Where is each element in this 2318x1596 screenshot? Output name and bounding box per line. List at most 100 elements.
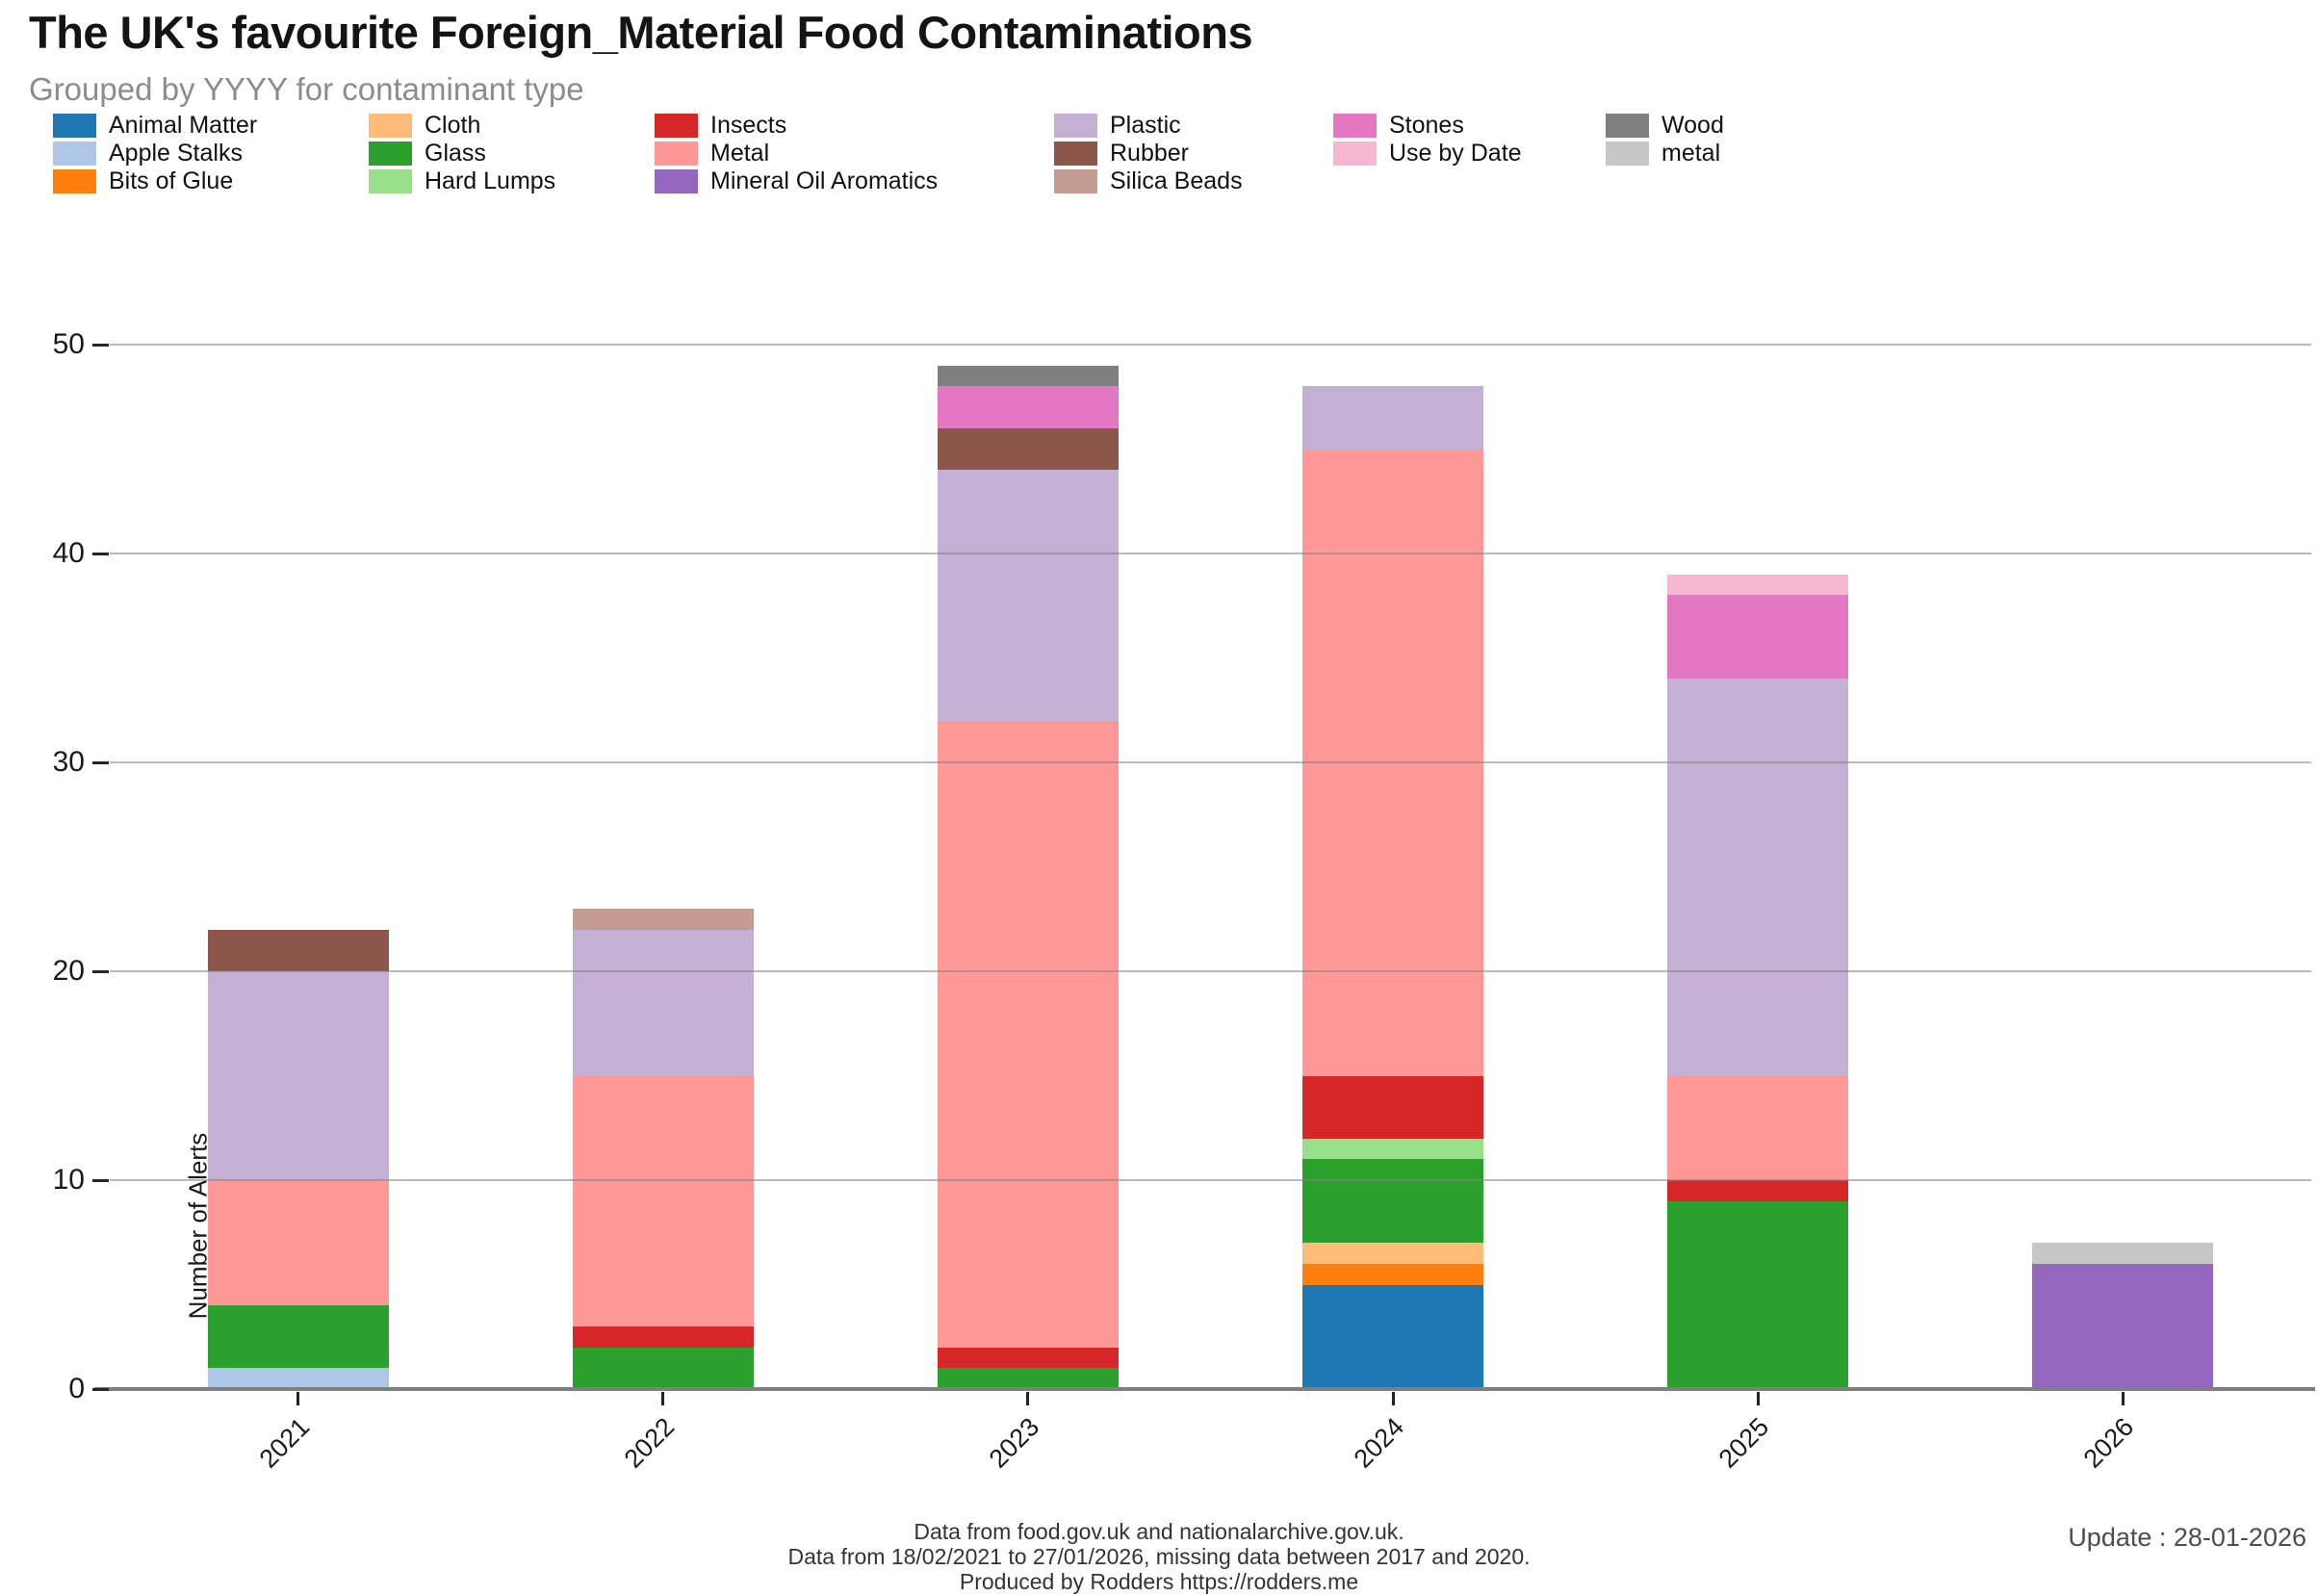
bar-segment-2024-hard-lumps xyxy=(1302,1138,1483,1160)
chart-subtitle: Grouped by YYYY for contaminant type xyxy=(29,71,584,107)
legend-column: Insects Metal Mineral Oil Aromatics xyxy=(655,112,938,195)
update-date: Update : 28-01-2026 xyxy=(2068,1523,2306,1552)
x-tick-label-2023: 2023 xyxy=(983,1412,1045,1474)
legend-swatch xyxy=(1333,114,1377,138)
bar-segment-2023-stones xyxy=(938,386,1119,428)
legend-label: Hard Lumps xyxy=(425,167,556,194)
legend-label: Stones xyxy=(1389,112,1464,139)
y-tick-mark xyxy=(92,552,109,555)
bar-segment-2021-plastic xyxy=(208,971,389,1180)
bar-segment-2025-stones xyxy=(1667,595,1848,680)
bar-segment-2025-plastic xyxy=(1667,679,1848,1076)
chart-title: The UK's favourite Foreign_Material Food… xyxy=(29,7,1253,58)
legend-item-wood: Wood xyxy=(1606,112,1724,140)
footer-range-line: Data from 18/02/2021 to 27/01/2026, miss… xyxy=(787,1544,1531,1569)
x-tick-mark xyxy=(1391,1392,1395,1405)
y-tick-label: 40 xyxy=(52,537,85,569)
bar-segment-2025-glass xyxy=(1667,1200,1848,1389)
bar-segment-2023-rubber xyxy=(938,427,1119,471)
bar-segment-2021-rubber xyxy=(208,929,389,971)
legend-swatch xyxy=(369,142,412,166)
x-tick-label-2024: 2024 xyxy=(1348,1412,1410,1474)
footer-source-line: Data from food.gov.uk and nationalarchiv… xyxy=(914,1519,1404,1544)
legend-item-cloth: Cloth xyxy=(369,112,555,140)
legend-swatch xyxy=(655,114,698,138)
legend-column: Animal Matter Apple Stalks Bits of Glue xyxy=(53,112,257,195)
bar-segment-2023-metal xyxy=(938,720,1119,1348)
x-tick-label-2021: 2021 xyxy=(253,1412,315,1474)
bar-segment-2024-bits-of-glue xyxy=(1302,1263,1483,1285)
gridline-50 xyxy=(110,344,2311,346)
legend: Animal Matter Apple Stalks Bits of Glue Clo… xyxy=(53,112,2267,203)
footer-credit-line: Produced by Rodders https://rodders.me xyxy=(959,1569,1359,1594)
gridline-30 xyxy=(110,761,2311,763)
y-tick-mark xyxy=(92,969,109,973)
x-tick-mark xyxy=(661,1392,665,1405)
legend-label: Use by Date xyxy=(1389,140,1522,167)
bar-segment-2023-wood xyxy=(938,365,1119,387)
legend-item-rubber: Rubber xyxy=(1054,140,1243,167)
legend-label: Mineral Oil Aromatics xyxy=(710,167,939,194)
legend-label: Apple Stalks xyxy=(109,140,243,167)
legend-swatch xyxy=(53,142,96,166)
plot-area: Number of Alerts 0 10 20 30 40 50 2021 2022 2023… xyxy=(53,330,2315,1474)
bar-segment-2021-apple-stalks xyxy=(208,1368,389,1389)
legend-item-stones: Stones xyxy=(1333,112,1522,140)
bar-segment-2022-insects xyxy=(573,1326,754,1348)
legend-item-animal-matter: Animal Matter xyxy=(53,112,257,140)
legend-column: Cloth Glass Hard Lumps xyxy=(369,112,555,195)
legend-swatch xyxy=(369,114,412,138)
legend-item-metal: Metal xyxy=(655,140,938,167)
legend-swatch xyxy=(369,169,412,193)
y-tick-label: 30 xyxy=(52,746,85,778)
legend-item-bits-of-glue: Bits of Glue xyxy=(53,167,257,195)
legend-swatch xyxy=(53,169,96,193)
bar-segment-2026-mineral-oil-aromatics xyxy=(2032,1263,2213,1389)
legend-label: Bits of Glue xyxy=(109,167,234,194)
bar-segment-2023-plastic xyxy=(938,470,1119,721)
bar-segment-2023-insects xyxy=(938,1347,1119,1369)
x-tick-mark xyxy=(1026,1392,1030,1405)
gridline-20 xyxy=(110,970,2311,972)
bar-segment-2021-metal xyxy=(208,1180,389,1306)
y-tick-mark xyxy=(92,760,109,764)
legend-label: Animal Matter xyxy=(109,112,258,139)
legend-swatch xyxy=(1054,142,1097,166)
legend-column: Plastic Rubber Silica Beads xyxy=(1054,112,1243,195)
legend-item-hard-lumps: Hard Lumps xyxy=(369,167,555,195)
legend-label: Glass xyxy=(425,140,486,167)
legend-swatch xyxy=(1054,169,1097,193)
bar-segment-2025-insects xyxy=(1667,1180,1848,1201)
gridline-10 xyxy=(110,1179,2311,1181)
legend-item-glass: Glass xyxy=(369,140,555,167)
legend-label: Wood xyxy=(1661,112,1724,139)
legend-label: Insects xyxy=(710,112,787,139)
bar-segment-2026-metal xyxy=(2032,1243,2213,1264)
legend-swatch xyxy=(53,114,96,138)
y-tick-label: 50 xyxy=(52,328,85,360)
bar-segment-2022-plastic xyxy=(573,929,754,1076)
bar-segment-2024-insects xyxy=(1302,1075,1483,1139)
legend-label: Metal xyxy=(710,140,770,167)
bar-segment-2024-cloth xyxy=(1302,1243,1483,1264)
y-tick-mark xyxy=(92,1387,109,1391)
legend-item-metal: metal xyxy=(1606,140,1724,167)
legend-column: Wood metal xyxy=(1606,112,1724,167)
legend-item-apple-stalks: Apple Stalks xyxy=(53,140,257,167)
x-tick-mark xyxy=(2121,1392,2125,1405)
x-axis-line xyxy=(94,1387,2315,1391)
legend-column: Stones Use by Date xyxy=(1333,112,1522,167)
legend-label: metal xyxy=(1661,140,1721,167)
legend-label: Rubber xyxy=(1110,140,1189,167)
legend-item-silica-beads: Silica Beads xyxy=(1054,167,1243,195)
bar-segment-2022-silica-beads xyxy=(573,908,754,930)
legend-swatch xyxy=(1054,114,1097,138)
y-tick-label: 0 xyxy=(68,1373,85,1404)
legend-swatch xyxy=(1606,142,1649,166)
legend-item-insects: Insects xyxy=(655,112,938,140)
bar-segment-2025-use-by-date xyxy=(1667,574,1848,596)
bar-segment-2023-glass xyxy=(938,1368,1119,1389)
bar-segment-2021-glass xyxy=(208,1305,389,1369)
legend-label: Silica Beads xyxy=(1110,167,1243,194)
